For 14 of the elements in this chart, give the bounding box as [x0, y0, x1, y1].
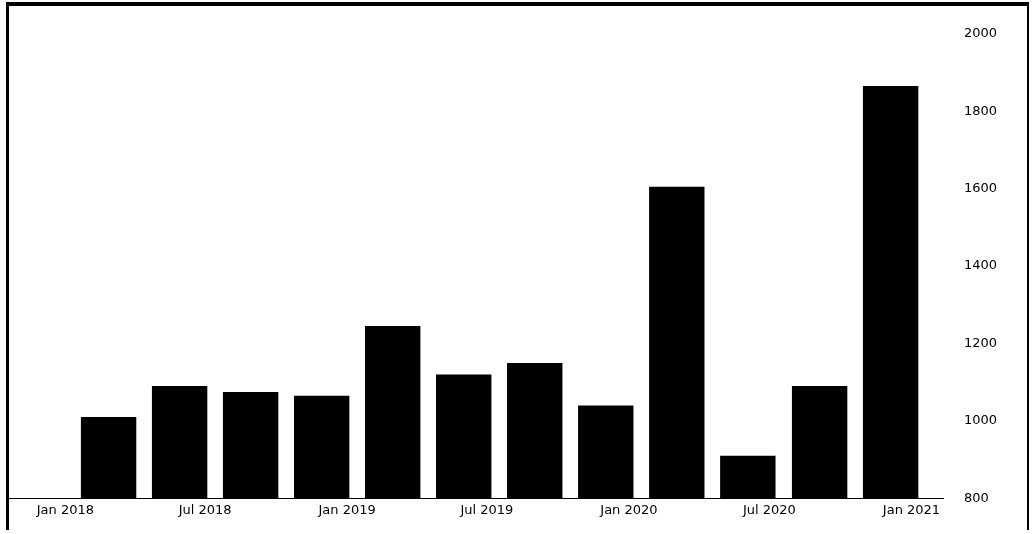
- y-tick-label: 1800: [963, 102, 998, 118]
- y-tick-label: 1600: [963, 180, 998, 196]
- y-tick-label: 1000: [963, 412, 998, 428]
- x-tick-label: Jul 2019: [459, 501, 514, 517]
- y-tick-label: 2000: [963, 25, 998, 41]
- y-tick-label: 1200: [963, 334, 998, 350]
- x-tick-label: Jan 2018: [35, 501, 94, 517]
- x-tick-label: Jan 2021: [881, 501, 941, 517]
- y-tick-label: 800: [963, 489, 989, 505]
- y-tick-label: 1400: [963, 257, 998, 273]
- x-tick-label: Jul 2018: [177, 501, 232, 517]
- x-tick-label: Jan 2020: [599, 501, 658, 517]
- x-tick-label: Jul 2020: [741, 501, 796, 517]
- x-tick-label: Jan 2019: [317, 501, 376, 517]
